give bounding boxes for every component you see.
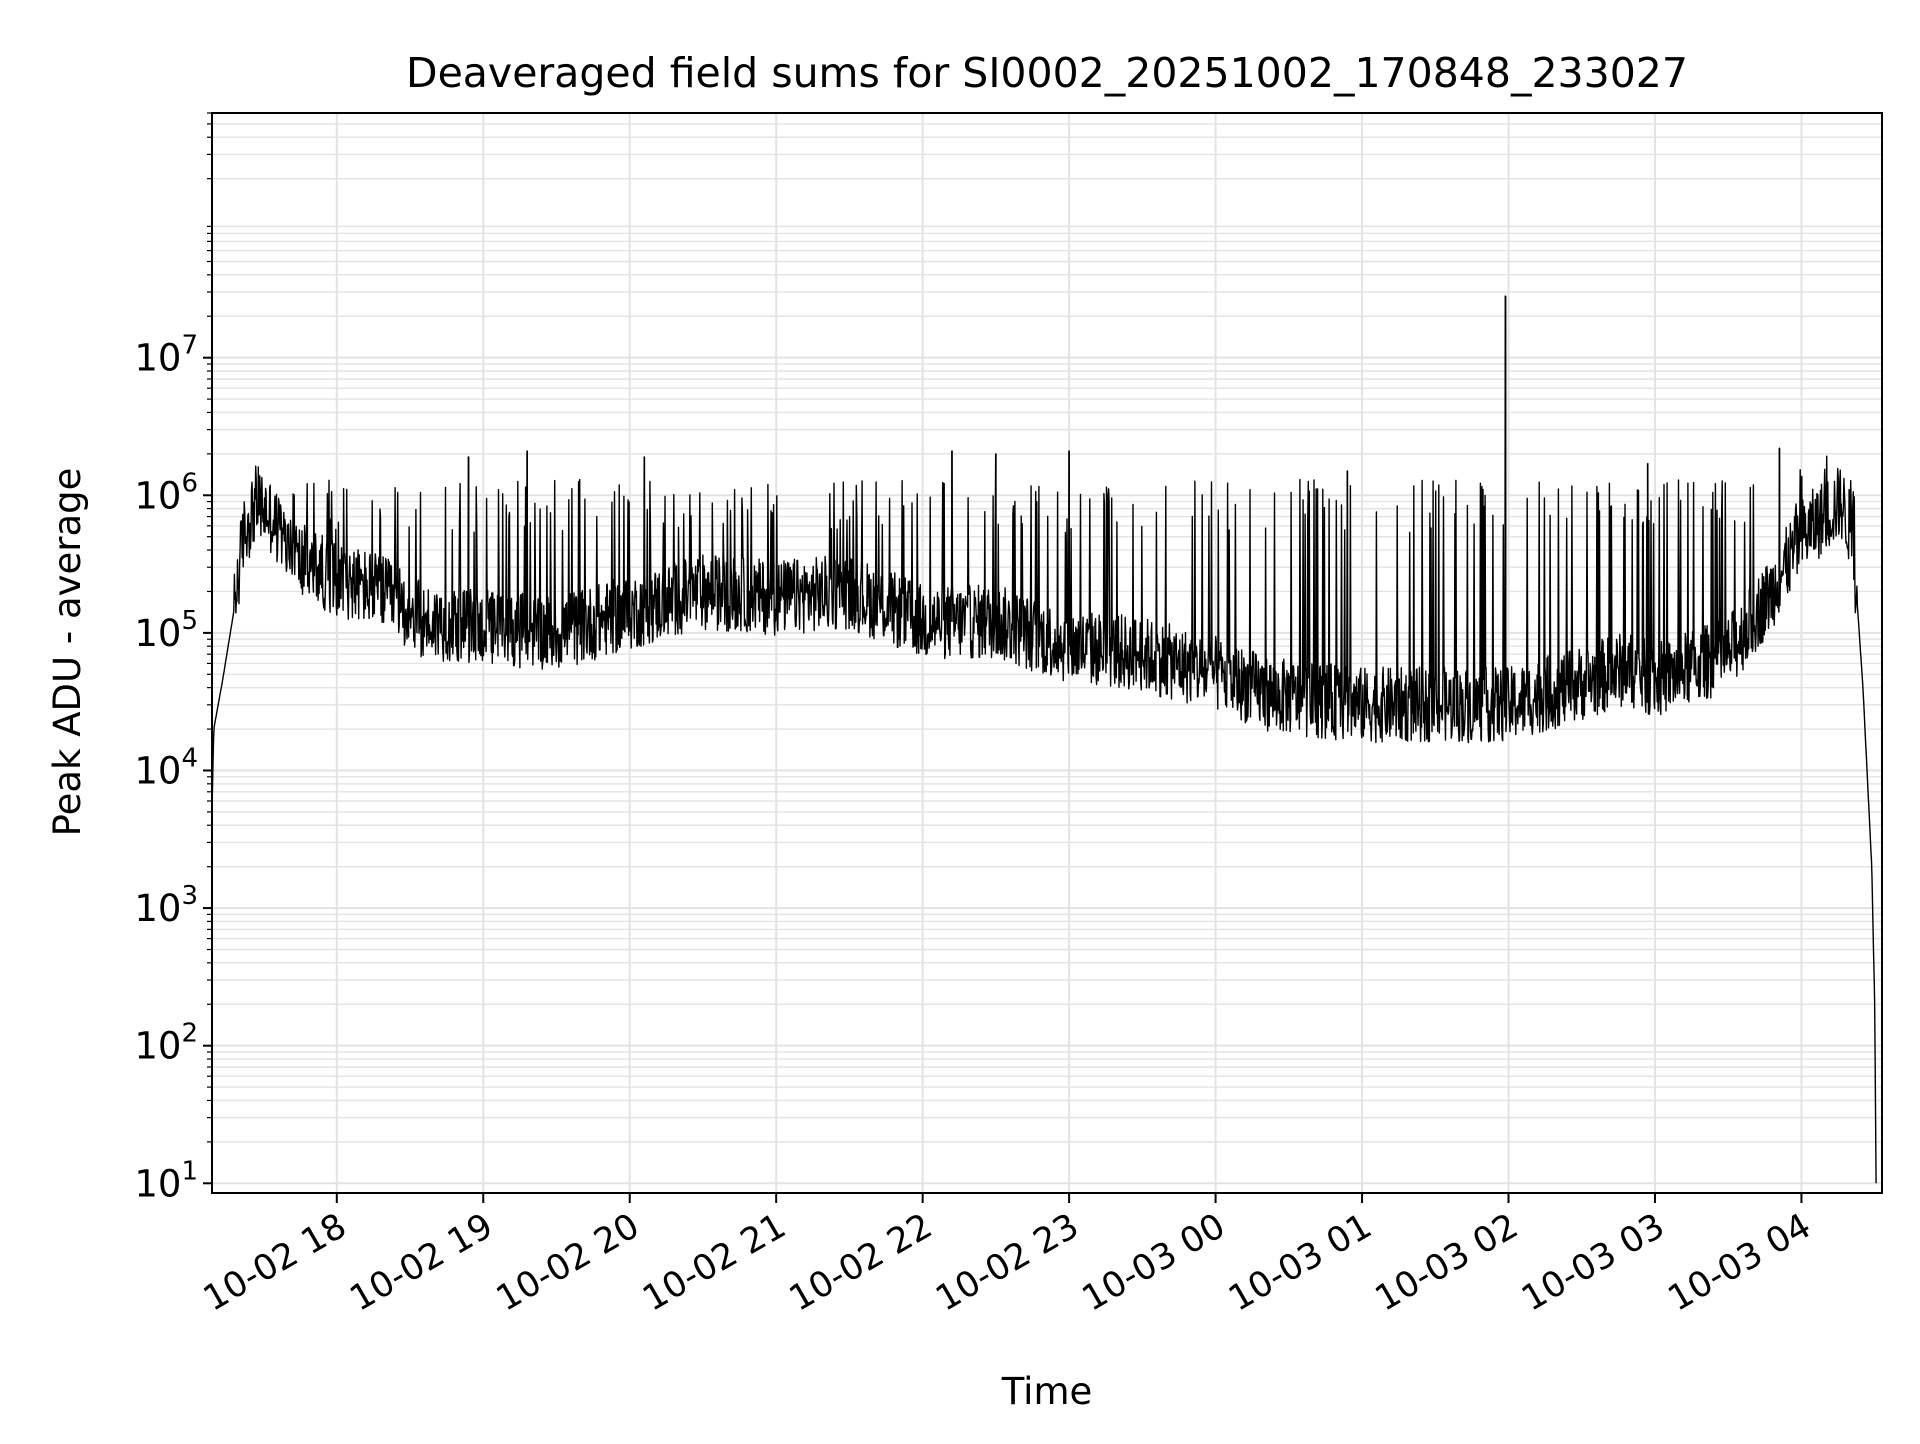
x-axis-label: Time (1001, 1370, 1093, 1413)
y-tick-label: 103 (134, 881, 198, 930)
y-tick-label: 101 (134, 1156, 198, 1205)
y-tick-label: 102 (134, 1019, 198, 1068)
data-layer (211, 295, 1877, 1184)
grid-layer (212, 112, 1882, 1193)
chart-title: Deaveraged field sums for SI0002_2025100… (406, 49, 1688, 97)
y-tick-label: 106 (134, 468, 198, 517)
plot-frame (211, 112, 1883, 1194)
y-tick-label: 104 (134, 743, 198, 792)
y-tick-label: 105 (134, 606, 198, 655)
y-axis-label: Peak ADU - average (46, 468, 89, 837)
y-tick-label: 107 (134, 331, 198, 380)
series-line-deaveraged-field-sum (211, 295, 1877, 1184)
